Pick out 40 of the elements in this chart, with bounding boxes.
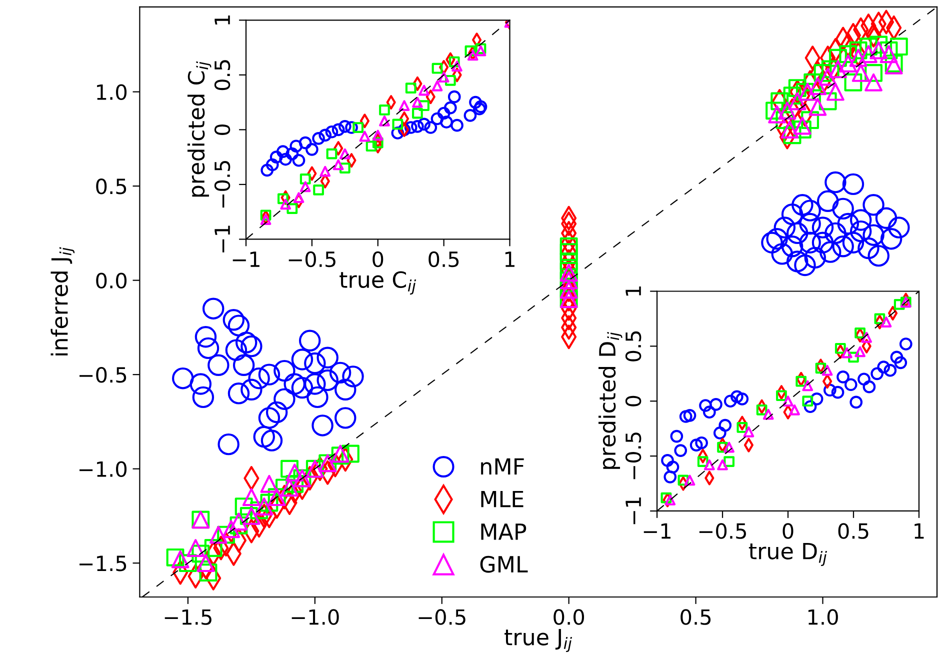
y-axis-title: predicted D$_{ij}$: [598, 332, 622, 469]
x-tick-label: −0.5: [418, 609, 466, 625]
y-tick-label: 1.0: [97, 84, 127, 100]
x-axis-title: true C$_{ij}$: [340, 271, 416, 295]
x-axis-title: true D$_{ij}$: [748, 542, 827, 566]
legend-label: GML: [480, 556, 528, 573]
x-tick-label: 1.0: [808, 609, 838, 625]
x-tick-label: −1: [232, 252, 260, 267]
x-tick-label: −1.5: [164, 609, 212, 625]
y-axis-title: predicted C$_{ij}$: [187, 61, 212, 197]
x-tick-label: 0.0: [554, 609, 584, 625]
x-tick-label: 0.5: [680, 609, 711, 625]
y-tick-label: 0.0: [96, 272, 127, 289]
x-tick-label: 0: [372, 251, 384, 268]
y-tick-label: −1.5: [80, 556, 126, 572]
legend-label: nMF: [481, 458, 524, 475]
y-tick-label: 0: [214, 124, 230, 135]
x-tick-label: −0.5: [288, 251, 336, 268]
legend-label: MAP: [481, 524, 526, 540]
legend-label: MLE: [481, 490, 524, 508]
x-axis-title: true J$_{ij}$: [504, 628, 572, 652]
x-tick-label: −0.5: [699, 523, 746, 539]
y-tick-label: 0.5: [214, 60, 230, 90]
y-tick-label: −0.5: [214, 160, 230, 208]
x-tick-label: 0.5: [428, 251, 459, 268]
y-tick-label: 1: [626, 286, 641, 296]
x-tick-label: −1.0: [292, 609, 339, 625]
y-tick-label: 0: [625, 396, 642, 406]
y-tick-label: −1.0: [80, 461, 127, 478]
x-tick-label: 0.5: [838, 523, 868, 539]
y-tick-label: −0.5: [80, 367, 126, 383]
x-tick-label: 1: [505, 252, 514, 267]
x-tick-label: 1: [914, 523, 924, 539]
y-axis-title: inferred J$_{ij}$: [50, 247, 75, 356]
y-tick-label: 0.5: [96, 178, 126, 194]
y-tick-label: −0.5: [625, 432, 642, 480]
y-tick-label: 1: [214, 15, 230, 24]
x-tick-label: −1: [644, 523, 670, 539]
x-tick-label: 0: [782, 523, 794, 539]
y-tick-label: 0.5: [625, 331, 642, 362]
